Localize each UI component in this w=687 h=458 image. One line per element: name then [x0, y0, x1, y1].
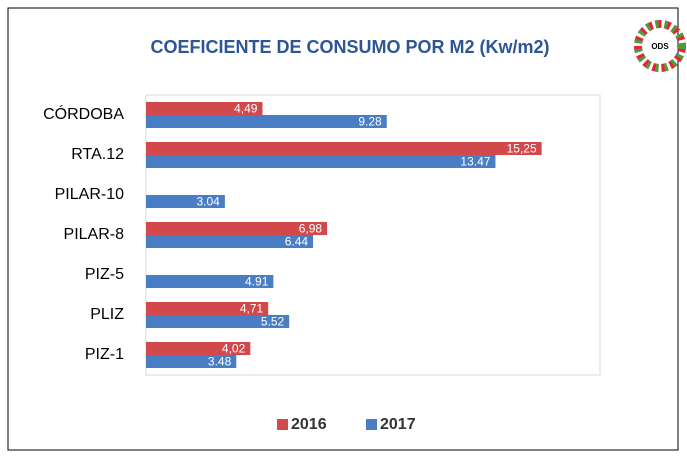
logo-text: ODS	[651, 42, 669, 51]
legend-swatch	[277, 419, 288, 430]
y-tick-label: RTA.12	[71, 146, 124, 163]
data-label: 3.04	[197, 195, 221, 209]
data-label: 15,25	[507, 142, 537, 156]
y-tick-label: PIZ-1	[85, 346, 124, 363]
data-label: 6.44	[285, 235, 309, 249]
legend-label: 2017	[380, 416, 416, 433]
bar	[146, 115, 387, 128]
bar	[146, 222, 328, 235]
bar	[146, 235, 314, 248]
bar	[146, 302, 269, 315]
data-label: 13.47	[460, 155, 490, 169]
data-label: 4,49	[234, 102, 258, 116]
bar	[146, 195, 225, 208]
y-tick-label: PLIZ	[90, 306, 124, 323]
y-tick-label: CÓRDOBA	[43, 104, 124, 123]
data-label: 4,02	[222, 342, 246, 356]
data-label: 6,98	[299, 222, 323, 236]
legend-label: 2016	[291, 416, 327, 433]
y-tick-label: PIZ-5	[85, 266, 124, 283]
y-tick-label: PILAR-10	[55, 186, 124, 203]
chart-title: COEFICIENTE DE CONSUMO POR M2 (Kw/m2)	[150, 37, 549, 57]
bar	[146, 275, 274, 288]
bar	[146, 315, 290, 328]
data-label: 9.28	[358, 115, 382, 129]
y-tick-label: PILAR-8	[64, 226, 125, 243]
ods-logo: ODS	[634, 20, 686, 72]
chart-border	[7, 7, 679, 451]
bar	[146, 355, 237, 368]
data-label: 4.91	[245, 275, 269, 289]
data-label: 3.48	[208, 355, 232, 369]
legend-swatch	[366, 419, 377, 430]
bar	[146, 102, 263, 115]
data-label: 4,71	[240, 302, 264, 316]
data-label: 5.52	[261, 315, 285, 329]
bar	[146, 142, 542, 155]
bar	[146, 155, 496, 168]
bar	[146, 342, 251, 355]
